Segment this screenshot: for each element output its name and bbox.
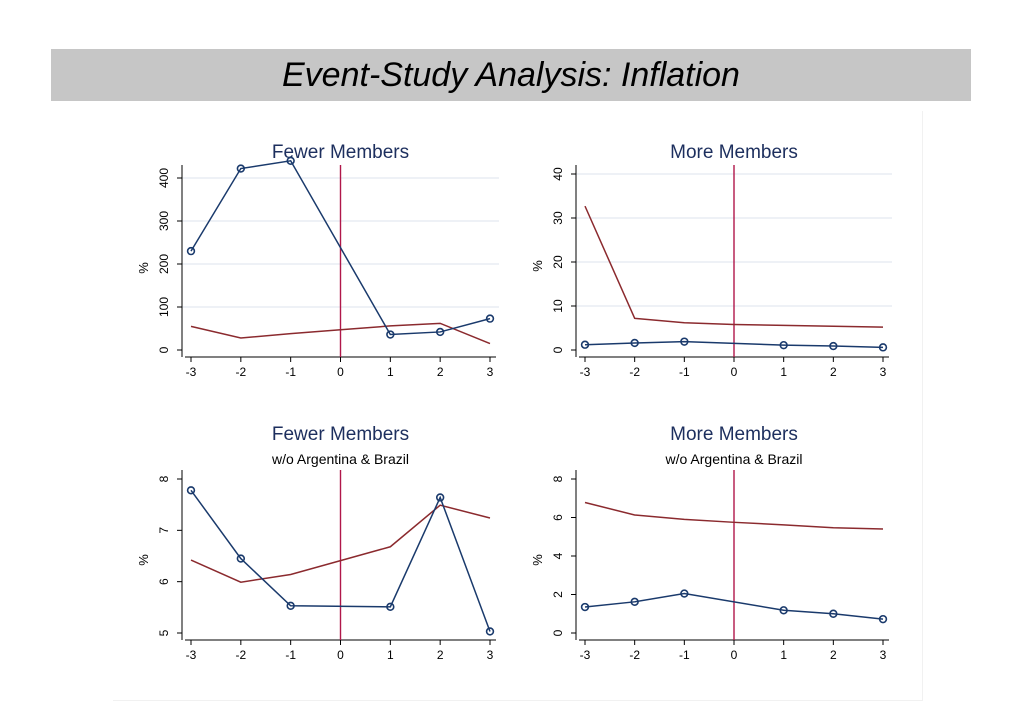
y-tick-label: 4 xyxy=(551,552,565,559)
y-tick-label: 400 xyxy=(157,168,171,188)
x-tick-label: -2 xyxy=(629,365,640,379)
chart-panel-1: Fewer Members 0 100 200 300 400% -3 -2 -1 0 1 2 3 xyxy=(136,142,499,379)
y-tick-label: 7 xyxy=(157,527,171,534)
figure-panel xyxy=(112,110,922,700)
chart-panel-3: Fewer Members w/o Argentina & Brazil 5 6 7 8%… xyxy=(136,424,496,662)
y-tick-label: 8 xyxy=(157,475,171,482)
y-axis-label: % xyxy=(136,554,151,566)
chart-panel-2: More Members 0 10 20 30 40% -3 -2 -1 0 1 2 3 xyxy=(530,142,892,379)
x-tick-label: 2 xyxy=(437,365,444,379)
y-tick-label: 0 xyxy=(551,629,565,636)
y-tick-label: 100 xyxy=(157,297,171,317)
title-bar: Event-Study Analysis: Inflation xyxy=(51,49,971,101)
x-tick-label: -3 xyxy=(186,365,197,379)
y-axis-label: % xyxy=(136,262,151,274)
x-tick-label: 1 xyxy=(780,365,787,379)
x-tick-label: 0 xyxy=(337,648,344,662)
data-point xyxy=(779,340,788,350)
data-point xyxy=(878,343,888,352)
data-point xyxy=(878,614,888,624)
data-point xyxy=(630,338,639,348)
data-point xyxy=(580,602,590,612)
data-point xyxy=(485,314,495,323)
x-tick-label: -1 xyxy=(679,648,690,662)
data-point xyxy=(779,606,788,615)
y-tick-label: 0 xyxy=(551,346,565,353)
data-point xyxy=(580,340,590,349)
data-point xyxy=(286,601,295,610)
y-tick-label: 2 xyxy=(551,591,565,598)
data-point xyxy=(630,597,639,607)
x-tick-label: 0 xyxy=(337,365,344,379)
data-point xyxy=(386,330,395,339)
data-point xyxy=(435,327,445,337)
series-line-2 xyxy=(584,501,884,530)
x-tick-label: -3 xyxy=(580,648,591,662)
x-tick-label: 2 xyxy=(437,648,444,662)
y-tick-label: 8 xyxy=(551,475,565,482)
x-tick-label: -2 xyxy=(235,648,246,662)
y-axis-label: % xyxy=(530,554,545,566)
data-point xyxy=(485,627,495,636)
chart-subtitle: w/o Argentina & Brazil xyxy=(665,451,803,467)
chart-subtitle: w/o Argentina & Brazil xyxy=(271,451,409,467)
y-tick-label: 20 xyxy=(551,255,565,269)
page-title: Event-Study Analysis: Inflation xyxy=(282,56,740,94)
x-tick-label: 3 xyxy=(487,365,494,379)
data-point xyxy=(186,246,196,256)
data-point xyxy=(236,554,246,563)
x-tick-label: 3 xyxy=(880,648,887,662)
series-line-2 xyxy=(584,205,884,328)
y-tick-label: 300 xyxy=(157,211,171,231)
data-point xyxy=(186,486,196,495)
series-line-1 xyxy=(584,592,884,620)
y-tick-label: 6 xyxy=(157,578,171,585)
x-tick-label: -1 xyxy=(679,365,690,379)
y-tick-label: 30 xyxy=(551,211,565,225)
x-tick-label: 1 xyxy=(387,365,394,379)
data-point xyxy=(829,609,838,618)
data-point xyxy=(386,602,395,612)
data-point xyxy=(236,164,246,173)
x-tick-label: 2 xyxy=(830,648,837,662)
y-tick-label: 5 xyxy=(157,629,171,636)
x-tick-label: -3 xyxy=(186,648,197,662)
data-point xyxy=(435,493,445,502)
x-tick-label: 3 xyxy=(487,648,494,662)
x-tick-label: 1 xyxy=(780,648,787,662)
y-tick-label: 10 xyxy=(551,299,565,313)
series-line-2 xyxy=(190,322,491,345)
x-tick-label: 3 xyxy=(880,365,887,379)
series-line-2 xyxy=(190,504,491,583)
x-tick-label: 0 xyxy=(731,648,738,662)
x-tick-label: -1 xyxy=(285,648,296,662)
data-point xyxy=(829,341,838,351)
x-tick-label: 0 xyxy=(731,365,738,379)
chart-panel-4: More Members w/o Argentina & Brazil 0 2 4 6 8%… xyxy=(530,424,889,662)
y-tick-label: 200 xyxy=(157,254,171,274)
x-tick-label: 1 xyxy=(387,648,394,662)
data-point xyxy=(286,156,295,166)
series-line-1 xyxy=(190,489,491,632)
y-tick-label: 0 xyxy=(157,346,171,353)
series-line-1 xyxy=(584,340,884,349)
chart-title: Fewer Members xyxy=(272,142,409,163)
y-axis-label: % xyxy=(530,260,545,272)
y-tick-label: 40 xyxy=(551,167,565,181)
chart-title: More Members xyxy=(670,424,798,445)
chart-title: Fewer Members xyxy=(272,424,409,445)
x-tick-label: -2 xyxy=(629,648,640,662)
y-tick-label: 6 xyxy=(551,514,565,521)
x-tick-label: 2 xyxy=(830,365,837,379)
chart-title: More Members xyxy=(670,142,798,163)
x-tick-label: -1 xyxy=(285,365,296,379)
x-tick-label: -2 xyxy=(235,365,246,379)
data-point xyxy=(680,337,689,346)
data-point xyxy=(680,589,689,598)
x-tick-label: -3 xyxy=(580,365,591,379)
series-line-1 xyxy=(190,159,491,336)
